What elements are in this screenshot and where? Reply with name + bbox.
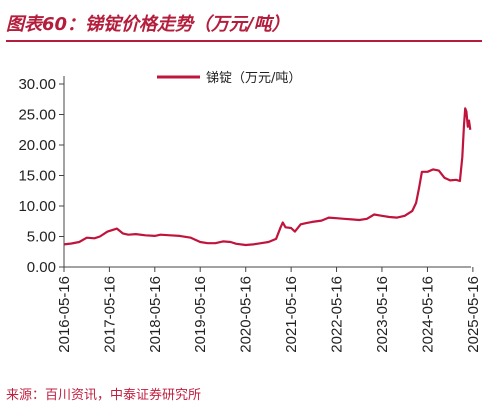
series-line — [63, 107, 472, 247]
x-axis: 2016-05-16 2017-05-16 2018-05-16 2019-05-16… — [56, 266, 482, 353]
x-tick-label: 2025-05-16 — [465, 276, 482, 353]
figure-title: 图表60：锑锭价格走势（万元/吨） — [6, 10, 482, 42]
x-tick-label: 2022-05-16 — [329, 276, 346, 353]
x-tick-label: 2017-05-16 — [101, 276, 118, 353]
x-tick-label: 2021-05-16 — [283, 276, 300, 353]
x-tick-label: 2023-05-16 — [374, 276, 391, 353]
x-tick-label: 2020-05-16 — [238, 276, 255, 353]
x-tick-label: 2016-05-16 — [56, 276, 73, 353]
line-chart: 0.00 5.00 10.00 15.00 20.00 25.00 30.00 2016-0… — [18, 71, 482, 353]
y-tick-label: 25.00 — [18, 107, 56, 124]
y-tick-label: 10.00 — [18, 198, 56, 215]
x-tick-label: 2018-05-16 — [147, 276, 164, 353]
y-tick-label: 5.00 — [27, 229, 56, 246]
y-tick-label: 15.00 — [18, 168, 56, 185]
y-tick-label: 0.00 — [27, 259, 56, 276]
legend: 锑锭（万元/吨） — [157, 71, 301, 86]
legend-label: 锑锭（万元/吨） — [206, 71, 301, 86]
series-group — [63, 107, 472, 247]
y-tick-label: 20.00 — [18, 137, 56, 154]
source-note: 来源：百川资讯，中泰证券研究所 — [6, 388, 202, 403]
y-axis: 0.00 5.00 10.00 15.00 20.00 25.00 30.00 — [18, 76, 65, 276]
x-tick-label: 2024-05-16 — [419, 276, 436, 353]
y-tick-label: 30.00 — [18, 76, 56, 93]
x-tick-label: 2019-05-16 — [192, 276, 209, 353]
